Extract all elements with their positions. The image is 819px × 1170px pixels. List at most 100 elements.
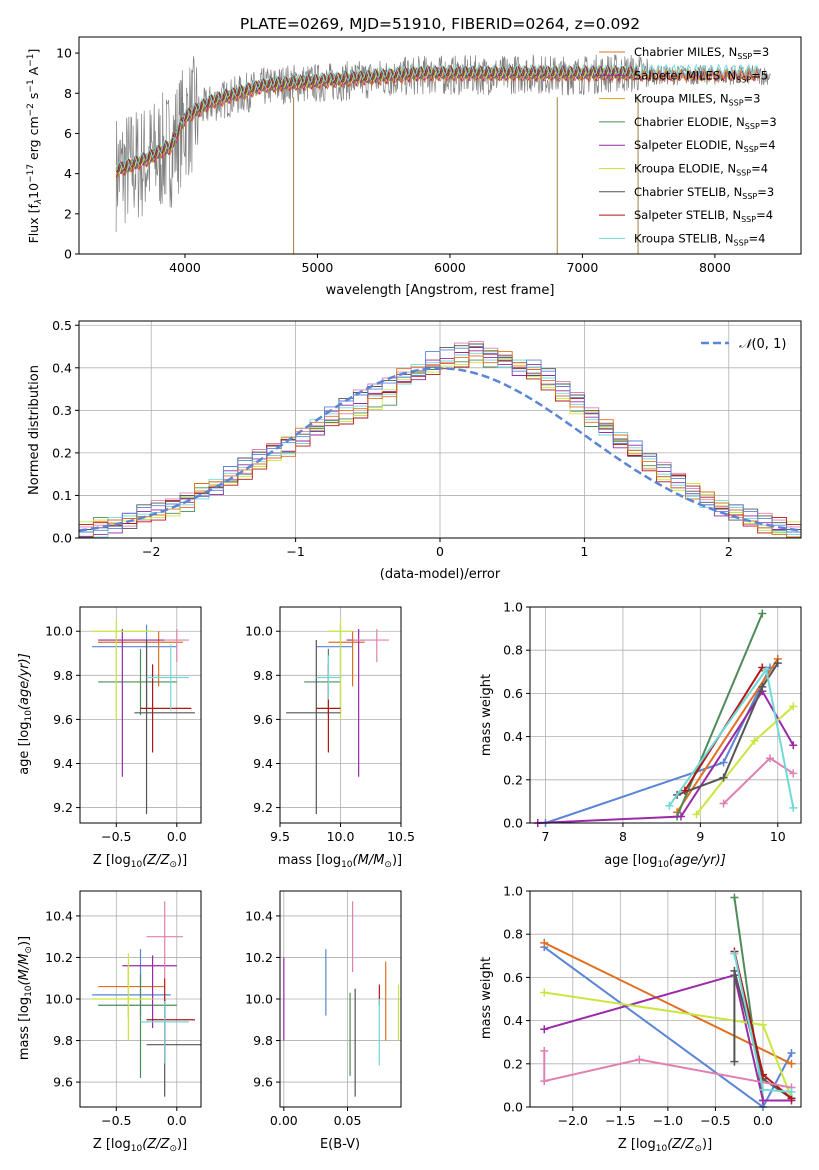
y-tick-label: 10 <box>56 46 72 61</box>
y-tick-label: 0.8 <box>503 927 523 942</box>
y-tick-label: 10.2 <box>245 950 273 965</box>
spectrum-lines <box>115 54 771 254</box>
y-tick-label: 9.6 <box>53 712 73 727</box>
x-tick-label: 0.05 <box>334 1113 362 1128</box>
y-tick-label: 9.8 <box>253 668 273 683</box>
histogram-series-step <box>79 351 801 539</box>
massweight-point-marker <box>758 682 767 691</box>
plot-frame <box>279 890 402 1108</box>
plot-frame <box>79 606 202 824</box>
massweight-point-marker <box>789 769 798 778</box>
massweight-point-marker <box>730 893 739 902</box>
histogram-x-axis-label: (data-model)/error <box>380 567 501 582</box>
y-tick-label: 0.5 <box>52 318 72 333</box>
massweight-point-marker <box>766 754 775 763</box>
legend-entry: Salpeter MILES, NSSP=5 <box>634 68 768 84</box>
y-tick-label: 0.2 <box>503 1056 523 1071</box>
massebv-x-axis-label: E(B-V) <box>320 1137 360 1152</box>
y-tick-label: 9.2 <box>53 800 73 815</box>
massweight-vs-metallicity-panel: −2.0 −1.5 −1.0 −0.5 0.0 0.0 0.2 0.4 0.6 0.8 1.0 <box>503 884 802 1128</box>
massweight-point-marker <box>540 938 549 947</box>
massweight-point-marker <box>773 659 782 668</box>
y-tick-label: 10.2 <box>45 950 73 965</box>
massweight-point-marker <box>665 801 674 810</box>
massweight-point-marker <box>676 812 685 821</box>
massweight-point-marker <box>758 1020 767 1029</box>
legend-entry: Chabrier STELIB, NSSP=3 <box>634 185 774 201</box>
massweight-point-marker <box>730 1057 739 1066</box>
y-tick-label: 2 <box>64 206 72 221</box>
spectrum-ticks: 4000 5000 6000 7000 8000 0 2 4 6 8 10 <box>56 46 731 275</box>
x-tick-label: 0.0 <box>167 829 187 844</box>
x-tick-label: 10.5 <box>387 829 415 844</box>
mwz-y-axis-label: mass weight <box>479 957 494 1039</box>
x-tick-label: 9.5 <box>270 829 290 844</box>
massweight-series-line <box>543 1050 792 1089</box>
y-tick-label: 10.0 <box>45 992 73 1007</box>
y-tick-label: 10.4 <box>245 908 273 923</box>
massweight-point-marker <box>719 799 728 808</box>
plot-frame <box>79 890 202 1108</box>
massweight-point-marker <box>635 1055 644 1064</box>
y-tick-label: 1.0 <box>503 600 523 615</box>
age-vs-metallicity-panel: −0.5 0.0 9.2 9.4 9.6 9.8 10.0 <box>45 606 202 844</box>
legend-entry: Kroupa ELODIE, NSSP=4 <box>634 162 768 178</box>
plot-frame <box>279 606 402 824</box>
x-tick-label: 7 <box>542 829 550 844</box>
spectrum-model-line <box>115 65 638 174</box>
y-tick-label: 0.0 <box>503 1100 523 1115</box>
massweight-point-marker <box>789 702 798 711</box>
massweight-point-marker <box>540 988 549 997</box>
histogram-series-step <box>79 346 801 534</box>
massweight-point-marker <box>719 758 728 767</box>
y-tick-label: 0 <box>64 247 72 262</box>
y-tick-label: 0.4 <box>503 729 523 744</box>
legend-entry: Salpeter STELIB, NSSP=4 <box>634 208 773 224</box>
agez-y-axis-label: age [log10(age/yr)] <box>17 653 34 775</box>
massweight-point-marker <box>758 609 767 618</box>
histogram-y-axis-label: Normed distribution <box>27 365 42 495</box>
histogram-steps <box>79 340 801 539</box>
x-tick-label: 8 <box>619 829 627 844</box>
x-tick-label: −0.5 <box>101 829 131 844</box>
mwage-y-axis-label: mass weight <box>479 674 494 756</box>
spectrum-x-axis-label: wavelength [Angstrom, rest frame] <box>326 283 555 298</box>
x-tick-label: 9 <box>696 829 704 844</box>
y-tick-label: 0.6 <box>503 970 523 985</box>
y-tick-label: 10.0 <box>245 992 273 1007</box>
y-tick-label: 0.4 <box>52 360 72 375</box>
histogram-ticks: −2 −1 0 1 2 0.0 0.1 0.2 0.3 0.4 0.5 <box>52 318 733 559</box>
x-tick-label: 0.0 <box>753 1113 773 1128</box>
massweight-series-line <box>676 658 779 813</box>
massweight-series-line <box>676 613 764 817</box>
x-tick-label: 2 <box>725 544 733 559</box>
y-tick-label: 0.2 <box>503 772 523 787</box>
agem-x-axis-label: mass [log10(M/M⊙)] <box>278 853 402 870</box>
histogram-frame <box>78 320 802 539</box>
y-tick-label: 9.6 <box>253 712 273 727</box>
massweight-point-marker <box>692 810 701 819</box>
massweight-series-line <box>537 689 795 824</box>
mwz-x-axis-label: Z [log10(Z/Z⊙)] <box>618 1137 712 1154</box>
massweight-point-marker <box>750 736 759 745</box>
x-tick-label: 1 <box>580 544 588 559</box>
mwage-x-axis-label: age [log10(age/yr)] <box>604 853 726 870</box>
massweight-vs-age-panel: 7 8 9 10 0.0 0.2 0.4 0.6 0.8 1.0 <box>503 600 802 844</box>
y-tick-label: 9.8 <box>53 1033 73 1048</box>
massweight-point-marker <box>680 786 689 795</box>
y-tick-label: 0.0 <box>503 816 523 831</box>
y-tick-label: 1.0 <box>503 884 523 899</box>
massweight-point-marker <box>787 1059 796 1068</box>
y-tick-label: 9.8 <box>53 668 73 683</box>
plot-area <box>530 607 801 823</box>
legend-entry: Chabrier MILES, NSSP=3 <box>634 45 769 61</box>
plot-frame <box>529 606 802 824</box>
x-tick-label: −2.0 <box>558 1113 588 1128</box>
massweight-point-marker <box>787 1087 796 1096</box>
x-tick-label: −0.5 <box>700 1113 730 1128</box>
y-tick-label: 0.4 <box>503 1013 523 1028</box>
x-tick-label: −1 <box>286 544 304 559</box>
massweight-point-marker <box>787 1049 796 1057</box>
x-tick-label: −0.5 <box>101 1113 131 1128</box>
spectrum-model-line <box>115 63 761 172</box>
